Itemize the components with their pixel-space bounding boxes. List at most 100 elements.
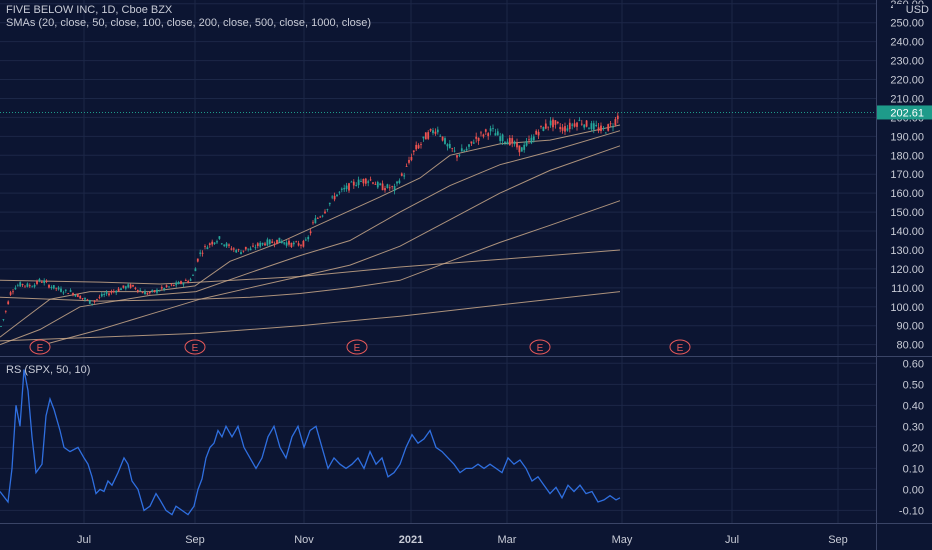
- candle-body: [230, 248, 233, 250]
- candle-body: [292, 242, 295, 245]
- candle-body: [460, 148, 463, 152]
- candle-body: [232, 248, 235, 250]
- candle-body: [252, 245, 254, 247]
- x-tick-label: May: [612, 534, 633, 546]
- candle-body: [427, 132, 430, 139]
- candle-body: [62, 292, 65, 294]
- candle-body: [537, 131, 540, 136]
- candle-body: [374, 183, 377, 185]
- candle-body: [506, 141, 509, 145]
- candle-body: [4, 310, 7, 312]
- candle-body: [2, 319, 5, 320]
- rs-tick-label: 0.20: [903, 442, 924, 454]
- candle-body: [38, 279, 41, 282]
- sma-500-line: [0, 249, 621, 285]
- candle-body: [585, 120, 588, 127]
- candle-body: [76, 293, 79, 298]
- candle-body: [60, 288, 62, 292]
- candle-body: [588, 128, 590, 130]
- candle-body: [614, 119, 617, 126]
- candle-body: [513, 141, 516, 145]
- candle-body: [36, 280, 38, 284]
- candle-body: [276, 239, 278, 244]
- earnings-marker-label: E: [677, 343, 684, 354]
- candle-body: [290, 242, 293, 248]
- candle-body: [259, 242, 262, 247]
- candle-body: [120, 288, 122, 291]
- candle-body: [24, 285, 26, 287]
- candle-body: [271, 241, 274, 243]
- rs-tick-label: 0.00: [903, 484, 924, 496]
- candle-body: [352, 181, 355, 186]
- candle-body: [422, 136, 425, 139]
- candle-body: [508, 137, 511, 146]
- candle-body: [278, 237, 281, 243]
- price-tick-label: 230.00: [890, 56, 924, 68]
- last-price-badge: [877, 105, 932, 120]
- candle-body: [468, 144, 470, 147]
- earnings-marker: [29, 339, 51, 355]
- candle-body: [391, 186, 394, 187]
- candle-body: [336, 194, 338, 197]
- candle-body: [559, 126, 562, 130]
- candle-body: [564, 126, 566, 132]
- candle-body: [405, 166, 408, 167]
- rs-tick-label: 0.10: [903, 463, 924, 475]
- candle-body: [439, 135, 442, 137]
- candle-body: [583, 124, 586, 128]
- candle-body: [0, 326, 2, 328]
- candle-body: [470, 141, 473, 144]
- candle-body: [578, 119, 581, 121]
- candle-body: [304, 239, 307, 241]
- candle-body: [48, 284, 50, 288]
- candle-body: [324, 211, 326, 214]
- candle-body: [388, 187, 391, 189]
- candle-body: [264, 243, 266, 246]
- candle-body: [52, 285, 55, 289]
- earnings-marker-label: E: [537, 343, 544, 354]
- sma-1000-line: [0, 291, 621, 342]
- candle-body: [170, 284, 173, 286]
- x-tick-label: Mar: [498, 534, 517, 546]
- candle-body: [187, 281, 190, 283]
- candle-body: [64, 289, 67, 291]
- candle-body: [295, 241, 298, 243]
- candle-body: [607, 124, 610, 131]
- candle-body: [141, 292, 144, 294]
- candle-body: [168, 286, 170, 288]
- candle-body: [396, 181, 398, 184]
- candle-body: [163, 287, 166, 290]
- candle-body: [444, 138, 446, 144]
- price-tick-label: 240.00: [890, 37, 924, 49]
- earnings-marker-label: E: [37, 343, 44, 354]
- candle-body: [338, 191, 341, 193]
- x-tick-label: Jul: [77, 534, 91, 546]
- candle-body: [597, 127, 600, 132]
- candle-body: [242, 250, 245, 252]
- candle-body: [386, 184, 389, 188]
- candle-body: [432, 130, 434, 134]
- candle-body: [412, 150, 415, 152]
- price-candles[interactable]: [0, 112, 619, 328]
- candle-body: [487, 133, 490, 137]
- candle-body: [312, 222, 314, 224]
- candle-body: [74, 294, 77, 297]
- candle-body: [501, 134, 504, 142]
- candle-body: [535, 130, 538, 135]
- candle-body: [189, 279, 192, 281]
- rs-series-line: [0, 369, 621, 516]
- candle-body: [129, 284, 132, 288]
- candle-body: [132, 284, 134, 287]
- candle-body: [194, 268, 197, 272]
- candle-body: [518, 145, 521, 153]
- candle-body: [372, 182, 374, 184]
- candle-body: [235, 250, 238, 253]
- candle-body: [112, 291, 115, 293]
- candle-body: [31, 286, 34, 288]
- candle-body: [453, 150, 456, 152]
- candle-body: [158, 290, 161, 292]
- rs-line[interactable]: [0, 369, 621, 516]
- earnings-marker: [529, 339, 551, 355]
- candle-body: [314, 218, 317, 224]
